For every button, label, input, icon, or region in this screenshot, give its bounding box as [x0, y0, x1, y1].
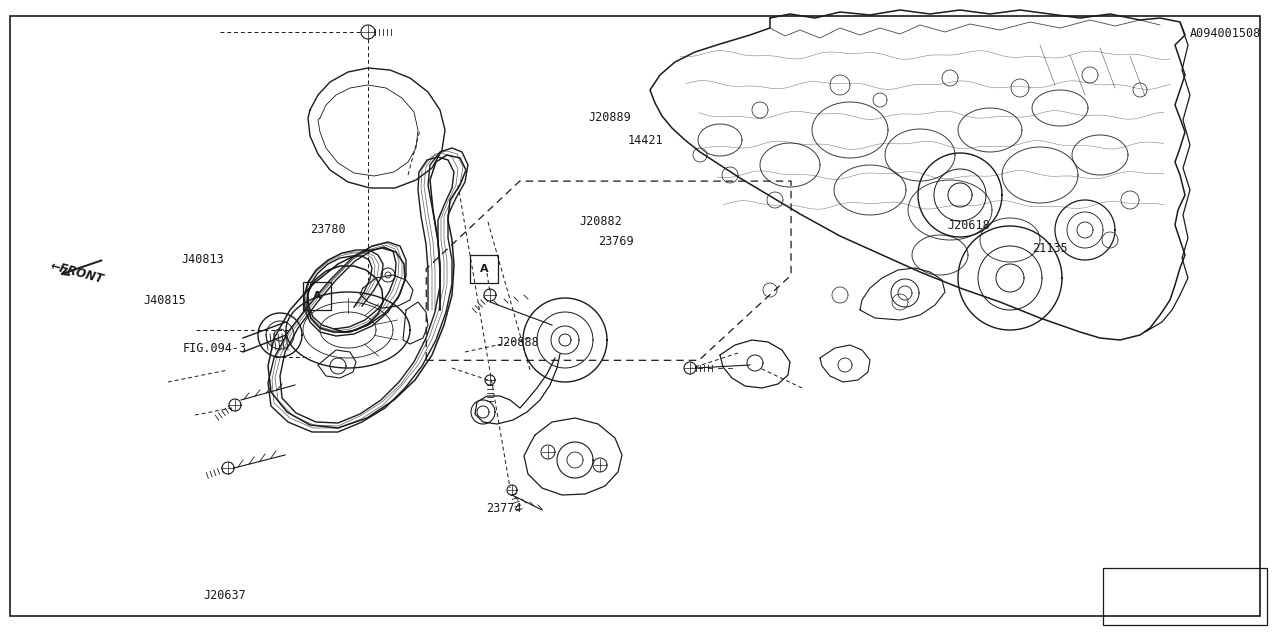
Text: A: A [480, 264, 488, 274]
Text: J40813: J40813 [182, 253, 224, 266]
Text: ←FRONT: ←FRONT [49, 259, 105, 286]
Text: J40815: J40815 [143, 294, 186, 307]
Text: A: A [314, 291, 321, 301]
Text: 23774: 23774 [486, 502, 522, 515]
Text: J20882: J20882 [580, 215, 622, 228]
Bar [470, 255, 498, 283]
Text: J20618: J20618 [947, 220, 989, 232]
Text: 23780: 23780 [310, 223, 346, 236]
Bar [303, 282, 332, 310]
Text: FIG.094-3: FIG.094-3 [183, 342, 247, 355]
Bar [1103, 568, 1267, 625]
Text: 14421: 14421 [627, 134, 663, 147]
Text: A094001508: A094001508 [1189, 27, 1261, 40]
Text: 23769: 23769 [598, 236, 634, 248]
Text: 21135: 21135 [1032, 242, 1068, 255]
Text: J20637: J20637 [204, 589, 246, 602]
Text: J20889: J20889 [589, 111, 631, 124]
Text: J20888: J20888 [497, 336, 539, 349]
